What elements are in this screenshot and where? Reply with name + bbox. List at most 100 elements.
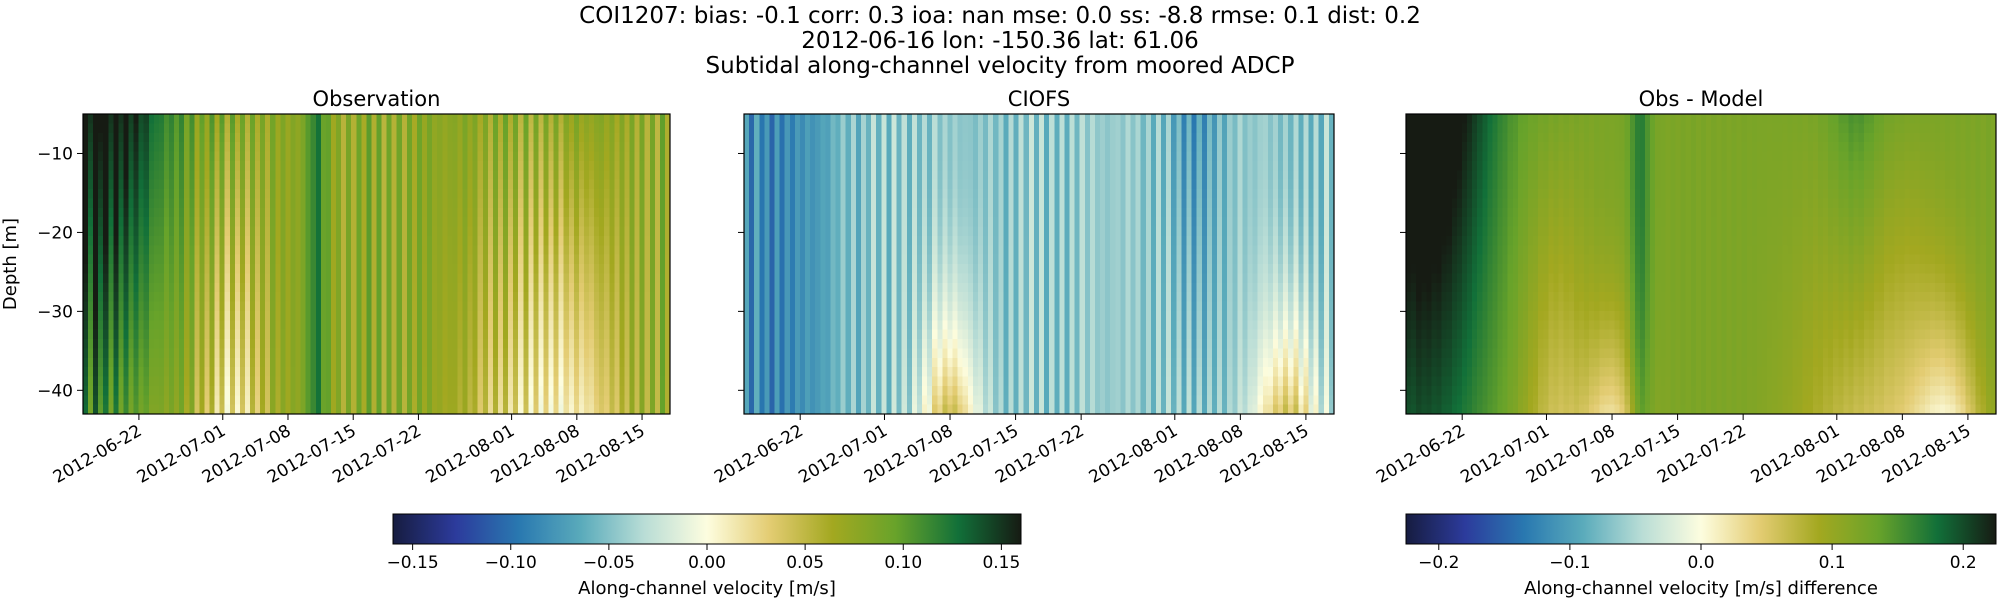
heatmap-cell: [265, 114, 271, 124]
heatmap-cell: [553, 160, 560, 171]
heatmap-cell: [128, 320, 135, 331]
heatmap-cell: [239, 273, 246, 284]
heatmap-cell: [624, 189, 631, 199]
heatmap-cell: [789, 367, 796, 378]
heatmap-cell: [219, 142, 226, 153]
heatmap-cell: [563, 151, 570, 162]
heatmap-cell: [249, 132, 256, 143]
heatmap-cell: [922, 207, 928, 218]
heatmap-cell: [528, 235, 534, 246]
heatmap-cell: [604, 348, 610, 359]
heatmap-cell: [280, 264, 287, 274]
heatmap-cell: [779, 282, 786, 293]
heatmap-cell: [911, 123, 918, 134]
heatmap-cell: [614, 282, 620, 293]
heatmap-cell: [133, 264, 140, 274]
heatmap-cell: [764, 367, 771, 378]
heatmap-cell: [482, 151, 489, 162]
heatmap-cell: [769, 292, 776, 303]
heatmap-cell: [866, 254, 872, 265]
heatmap-cell: [538, 395, 545, 406]
heatmap-cell: [850, 282, 857, 293]
heatmap-cell: [158, 170, 165, 181]
heatmap-cell: [573, 348, 580, 359]
heatmap-cell: [163, 282, 170, 293]
heatmap-cell: [518, 357, 524, 368]
heatmap-cell: [280, 310, 287, 321]
heatmap-cell: [83, 395, 89, 406]
heatmap-cell: [624, 151, 631, 162]
heatmap-cell: [563, 376, 570, 387]
heatmap-cell: [336, 123, 342, 134]
heatmap-cell: [452, 198, 459, 209]
heatmap-cell: [427, 151, 433, 162]
heatmap-cell: [799, 292, 806, 303]
heatmap-cell: [477, 301, 484, 312]
heatmap-cell: [88, 217, 94, 228]
heatmap-cell: [330, 170, 337, 181]
heatmap-cell: [199, 226, 206, 237]
heatmap-cell: [118, 114, 125, 124]
heatmap-cell: [487, 282, 494, 293]
heatmap-cell: [749, 329, 755, 340]
heatmap-cell: [204, 123, 211, 134]
heatmap-cell: [589, 329, 595, 340]
heatmap-cell: [416, 367, 423, 378]
heatmap-cell: [310, 170, 317, 181]
heatmap-cell: [219, 301, 226, 312]
heatmap-cell: [906, 123, 913, 134]
heatmap-cell: [881, 198, 888, 209]
heatmap-cell: [209, 142, 216, 153]
heatmap-cell: [543, 151, 550, 162]
heatmap-cell: [916, 245, 923, 256]
heatmap-cell: [244, 207, 251, 218]
heatmap-cell: [366, 114, 373, 124]
heatmap-cell: [497, 151, 504, 162]
heatmap-cell: [411, 160, 418, 171]
heatmap-cell: [629, 329, 636, 340]
heatmap-cell: [255, 348, 261, 359]
heatmap-cell: [305, 132, 312, 143]
heatmap-cell: [265, 217, 271, 228]
heatmap-cell: [189, 123, 195, 134]
heatmap-cell: [492, 292, 499, 303]
heatmap-cell: [845, 367, 852, 378]
heatmap-cell: [260, 395, 266, 406]
heatmap-cell: [249, 395, 256, 406]
heatmap-cell: [664, 160, 671, 171]
heatmap-cell: [93, 114, 99, 124]
heatmap-cell: [492, 207, 499, 218]
heatmap-cell: [93, 367, 99, 378]
heatmap-cell: [118, 170, 125, 181]
heatmap-cell: [118, 404, 125, 415]
heatmap-cell: [280, 142, 287, 153]
heatmap-cell: [406, 170, 413, 181]
heatmap-cell: [769, 170, 776, 181]
heatmap-cell: [270, 367, 276, 378]
heatmap-cell: [533, 395, 540, 406]
heatmap-cell: [416, 273, 423, 284]
heatmap-cell: [927, 114, 933, 124]
heatmap-cell: [432, 404, 438, 415]
heatmap-cell: [754, 376, 760, 387]
heatmap-cell: [659, 151, 666, 162]
heatmap-cell: [911, 235, 918, 246]
heatmap-cell: [123, 348, 130, 359]
heatmap-cell: [508, 339, 514, 349]
heatmap-cell: [295, 348, 302, 359]
heatmap-cell: [361, 367, 367, 378]
heatmap-cell: [860, 170, 867, 181]
heatmap-cell: [158, 404, 165, 415]
heatmap-cell: [774, 339, 781, 349]
heatmap-cell: [573, 367, 580, 378]
heatmap-cell: [209, 114, 216, 124]
heatmap-cell: [341, 310, 347, 321]
heatmap-cell: [609, 245, 615, 256]
heatmap-cell: [214, 282, 221, 293]
heatmap-cell: [573, 357, 580, 368]
heatmap-cell: [629, 339, 636, 349]
heatmap-cell: [508, 376, 514, 387]
heatmap-cell: [553, 376, 560, 387]
heatmap-cell: [805, 198, 811, 209]
heatmap-cell: [457, 123, 464, 134]
